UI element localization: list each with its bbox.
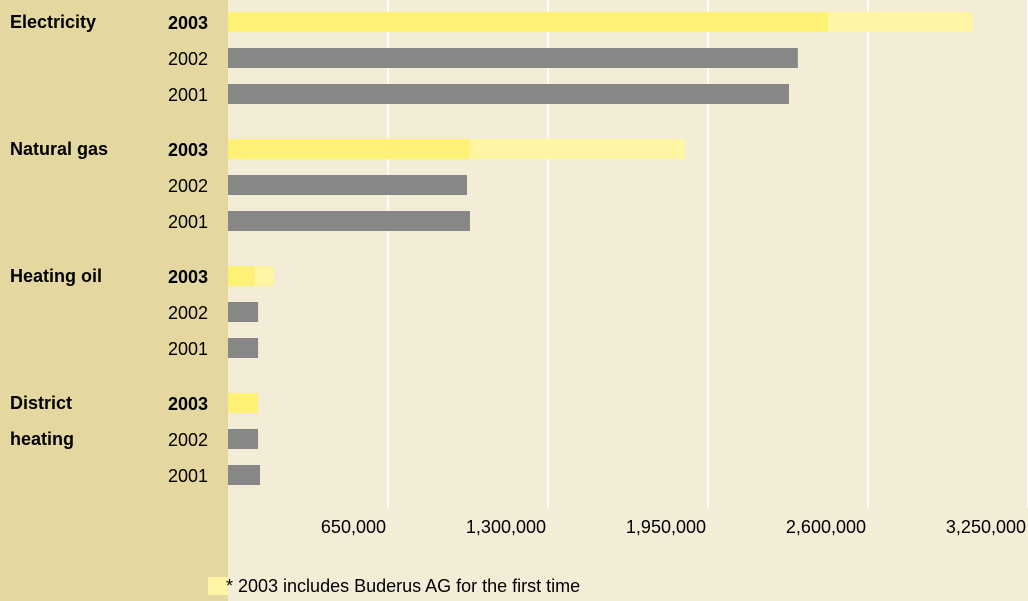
bar: [228, 429, 259, 449]
year-label: 2001: [168, 339, 208, 359]
bar: [228, 12, 828, 32]
bar: [228, 302, 259, 322]
x-tick-label: 3,250,000: [946, 517, 1026, 537]
bar: [228, 266, 256, 286]
category-label: District heating: [10, 393, 75, 449]
bar-addition: [828, 12, 972, 32]
x-tick-label: 2,600,000: [786, 517, 866, 537]
year-label: 2002: [168, 49, 208, 69]
category-label: Electricity: [10, 12, 97, 32]
x-tick-label: 1,300,000: [466, 517, 546, 537]
category-label: Natural gas: [10, 139, 109, 159]
bar: [228, 211, 470, 231]
year-label: 2002: [168, 430, 208, 450]
year-label: 2001: [168, 85, 208, 105]
year-label: 2002: [168, 176, 208, 196]
bar: [228, 48, 798, 68]
bar: [228, 465, 260, 485]
year-label: 2003: [168, 394, 208, 414]
x-tick-label: 650,000: [321, 517, 386, 537]
bar: [228, 84, 789, 104]
legend-swatch: [208, 577, 228, 595]
label-panel: [0, 0, 228, 601]
x-tick-label: 1,950,000: [626, 517, 706, 537]
year-label: 2002: [168, 303, 208, 323]
year-label: 2003: [168, 267, 208, 287]
year-label: 2001: [168, 466, 208, 486]
bar: [228, 338, 259, 358]
bar: [228, 393, 259, 413]
legend-label: * 2003 includes Buderus AG for the first…: [226, 576, 580, 596]
bar: [228, 175, 468, 195]
bar-addition: [469, 139, 685, 159]
year-label: 2003: [168, 13, 208, 33]
bar: [228, 139, 470, 159]
bar-addition: [255, 266, 275, 286]
year-label: 2001: [168, 212, 208, 232]
category-label: Heating oil: [10, 266, 103, 286]
year-label: 2003: [168, 140, 208, 160]
